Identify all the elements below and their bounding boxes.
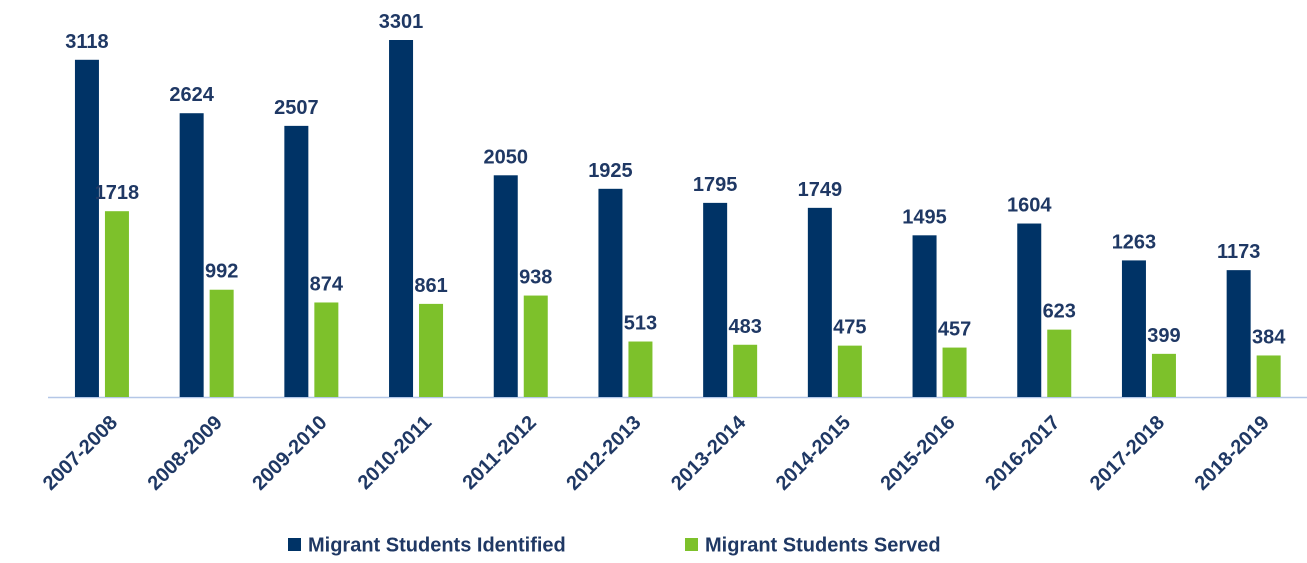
data-label: 992	[205, 261, 238, 283]
x-tick-label: 2015-2016	[877, 412, 960, 495]
bar	[628, 341, 653, 397]
x-tick-label: 2008-2009	[144, 412, 227, 495]
bar	[733, 344, 758, 397]
data-label: 938	[519, 267, 552, 289]
legend-label: Migrant Students Served	[705, 534, 941, 556]
legend-swatch	[288, 538, 301, 551]
bar	[389, 40, 414, 397]
x-tick-label: 2017-2018	[1086, 412, 1169, 495]
data-label: 623	[1043, 301, 1076, 323]
data-label: 1263	[1112, 231, 1157, 253]
data-label: 457	[938, 319, 971, 341]
x-tick-label: 2009-2010	[248, 412, 331, 495]
bar	[1121, 260, 1146, 397]
bar	[1047, 329, 1072, 397]
bar	[74, 59, 99, 398]
x-tick-label: 2012-2013	[562, 412, 645, 495]
bar	[209, 289, 234, 397]
bar	[942, 347, 967, 397]
data-label: 384	[1252, 326, 1286, 348]
x-tick-label: 2013-2014	[667, 411, 751, 495]
data-label: 1925	[588, 160, 633, 182]
bar	[493, 175, 518, 397]
data-label: 513	[624, 313, 657, 335]
bar	[1226, 270, 1251, 397]
bar	[598, 188, 623, 397]
bar	[179, 113, 204, 397]
bar	[1151, 353, 1176, 397]
x-tick-label: 2007-2008	[39, 412, 122, 495]
data-label: 2624	[169, 84, 214, 106]
x-tick-label: 2011-2012	[458, 412, 540, 494]
x-tick-label: 2018-2019	[1191, 412, 1274, 495]
data-label: 861	[414, 275, 447, 297]
bar	[523, 295, 548, 397]
data-label: 483	[728, 316, 761, 338]
data-label: 1718	[95, 182, 140, 204]
data-label: 475	[833, 317, 866, 339]
bar	[284, 125, 309, 397]
data-label: 399	[1147, 325, 1180, 347]
x-tick-label: 2016-2017	[981, 412, 1064, 495]
bar	[837, 345, 862, 397]
data-label: 1495	[902, 206, 947, 228]
bar	[314, 302, 339, 397]
data-label: 2507	[274, 97, 319, 119]
bar	[912, 235, 937, 397]
x-tick-label: 2010-2011	[354, 412, 436, 494]
data-label: 1604	[1007, 195, 1052, 217]
data-label: 1795	[693, 174, 738, 196]
data-label: 3118	[65, 31, 108, 53]
data-label: 1749	[798, 179, 843, 201]
x-tick-label: 2014-2015	[772, 412, 855, 495]
legend-swatch	[685, 538, 698, 551]
bar	[1256, 355, 1281, 397]
data-label: 1173	[1217, 241, 1260, 263]
bar	[104, 211, 129, 397]
bar	[419, 303, 444, 397]
data-label: 3301	[379, 11, 424, 33]
bar	[703, 202, 728, 397]
data-label: 2050	[484, 146, 529, 168]
legend-label: Migrant Students Identified	[308, 534, 566, 556]
bar	[1017, 223, 1042, 397]
data-label: 874	[310, 273, 344, 295]
bar	[807, 207, 832, 397]
